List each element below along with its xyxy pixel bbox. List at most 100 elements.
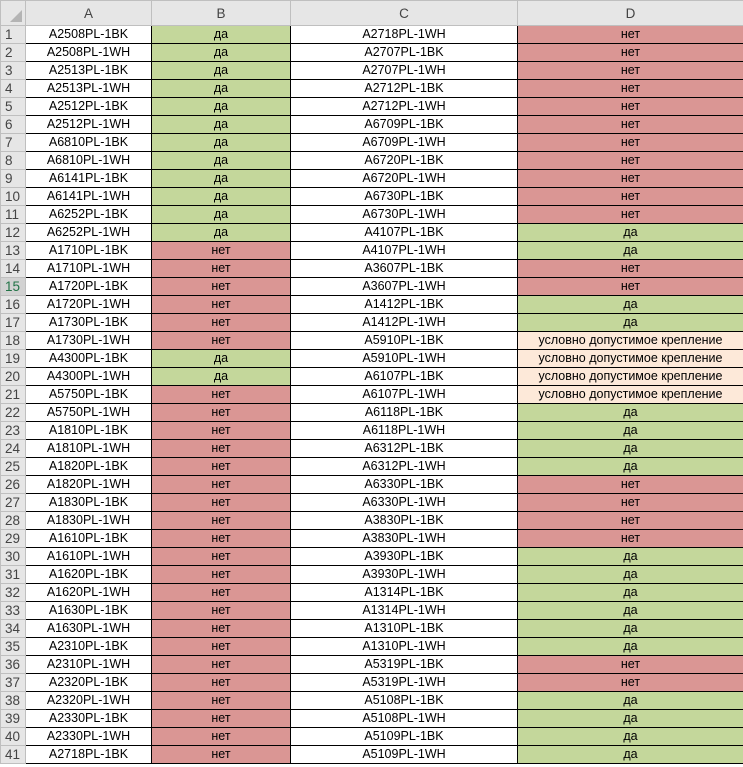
cell-c36[interactable]: A5319PL-1BK <box>290 655 518 674</box>
cell-c30[interactable]: A3930PL-1BK <box>290 547 518 566</box>
cell-a27[interactable]: A1830PL-1BK <box>25 493 152 512</box>
cell-d23[interactable]: да <box>517 421 743 440</box>
cell-a1[interactable]: A2508PL-1BK <box>25 25 152 44</box>
cell-d15[interactable]: нет <box>517 277 743 296</box>
cell-d21[interactable]: условно допустимое крепление <box>517 385 743 404</box>
row-header[interactable]: 31 <box>0 565 26 584</box>
cell-d10[interactable]: нет <box>517 187 743 206</box>
cell-b20[interactable]: да <box>151 367 291 386</box>
cell-a8[interactable]: A6810PL-1WH <box>25 151 152 170</box>
cell-a3[interactable]: A2513PL-1BK <box>25 61 152 80</box>
cell-b40[interactable]: нет <box>151 727 291 746</box>
cell-c10[interactable]: A6730PL-1BK <box>290 187 518 206</box>
cell-c32[interactable]: A1314PL-1BK <box>290 583 518 602</box>
cell-c39[interactable]: A5108PL-1WH <box>290 709 518 728</box>
cell-d36[interactable]: нет <box>517 655 743 674</box>
cell-d26[interactable]: нет <box>517 475 743 494</box>
cell-c25[interactable]: A6312PL-1WH <box>290 457 518 476</box>
row-header[interactable]: 5 <box>0 97 26 116</box>
cell-b8[interactable]: да <box>151 151 291 170</box>
cell-a39[interactable]: A2330PL-1BK <box>25 709 152 728</box>
cell-d28[interactable]: нет <box>517 511 743 530</box>
row-header[interactable]: 34 <box>0 619 26 638</box>
row-header[interactable]: 7 <box>0 133 26 152</box>
cell-a14[interactable]: A1710PL-1WH <box>25 259 152 278</box>
select-all-button[interactable] <box>0 0 26 26</box>
cell-a30[interactable]: A1610PL-1WH <box>25 547 152 566</box>
cell-b30[interactable]: нет <box>151 547 291 566</box>
cell-b23[interactable]: нет <box>151 421 291 440</box>
cell-c41[interactable]: A5109PL-1WH <box>290 745 518 764</box>
row-header[interactable]: 19 <box>0 349 26 368</box>
cell-a17[interactable]: A1730PL-1BK <box>25 313 152 332</box>
cell-b32[interactable]: нет <box>151 583 291 602</box>
cell-a28[interactable]: A1830PL-1WH <box>25 511 152 530</box>
cell-d29[interactable]: нет <box>517 529 743 548</box>
cell-c21[interactable]: A6107PL-1WH <box>290 385 518 404</box>
row-header[interactable]: 39 <box>0 709 26 728</box>
row-header[interactable]: 13 <box>0 241 26 260</box>
row-header[interactable]: 22 <box>0 403 26 422</box>
row-header[interactable]: 28 <box>0 511 26 530</box>
cell-b22[interactable]: нет <box>151 403 291 422</box>
cell-a13[interactable]: A1710PL-1BK <box>25 241 152 260</box>
row-header[interactable]: 20 <box>0 367 26 386</box>
cell-a12[interactable]: A6252PL-1WH <box>25 223 152 242</box>
cell-d33[interactable]: да <box>517 601 743 620</box>
cell-b12[interactable]: да <box>151 223 291 242</box>
cell-c31[interactable]: A3930PL-1WH <box>290 565 518 584</box>
cell-d16[interactable]: да <box>517 295 743 314</box>
cell-c9[interactable]: A6720PL-1WH <box>290 169 518 188</box>
cell-b25[interactable]: нет <box>151 457 291 476</box>
cell-d6[interactable]: нет <box>517 115 743 134</box>
cell-b2[interactable]: да <box>151 43 291 62</box>
row-header[interactable]: 9 <box>0 169 26 188</box>
row-header[interactable]: 3 <box>0 61 26 80</box>
cell-c33[interactable]: A1314PL-1WH <box>290 601 518 620</box>
cell-c11[interactable]: A6730PL-1WH <box>290 205 518 224</box>
cell-b18[interactable]: нет <box>151 331 291 350</box>
cell-c8[interactable]: A6720PL-1BK <box>290 151 518 170</box>
cell-d37[interactable]: нет <box>517 673 743 692</box>
cell-b28[interactable]: нет <box>151 511 291 530</box>
cell-a35[interactable]: A2310PL-1BK <box>25 637 152 656</box>
cell-c1[interactable]: A2718PL-1WH <box>290 25 518 44</box>
cell-a9[interactable]: A6141PL-1BK <box>25 169 152 188</box>
row-header[interactable]: 10 <box>0 187 26 206</box>
cell-c15[interactable]: A3607PL-1WH <box>290 277 518 296</box>
cell-d5[interactable]: нет <box>517 97 743 116</box>
cell-a15[interactable]: A1720PL-1BK <box>25 277 152 296</box>
cell-d22[interactable]: да <box>517 403 743 422</box>
cell-b38[interactable]: нет <box>151 691 291 710</box>
cell-a10[interactable]: A6141PL-1WH <box>25 187 152 206</box>
cell-d2[interactable]: нет <box>517 43 743 62</box>
cell-a40[interactable]: A2330PL-1WH <box>25 727 152 746</box>
cell-a34[interactable]: A1630PL-1WH <box>25 619 152 638</box>
column-header-b[interactable]: B <box>151 0 291 26</box>
cell-b35[interactable]: нет <box>151 637 291 656</box>
row-header[interactable]: 30 <box>0 547 26 566</box>
cell-a38[interactable]: A2320PL-1WH <box>25 691 152 710</box>
cell-c4[interactable]: A2712PL-1BK <box>290 79 518 98</box>
row-header[interactable]: 6 <box>0 115 26 134</box>
cell-c27[interactable]: A6330PL-1WH <box>290 493 518 512</box>
row-header[interactable]: 40 <box>0 727 26 746</box>
cell-c14[interactable]: A3607PL-1BK <box>290 259 518 278</box>
cell-c5[interactable]: A2712PL-1WH <box>290 97 518 116</box>
row-header[interactable]: 35 <box>0 637 26 656</box>
cell-d17[interactable]: да <box>517 313 743 332</box>
row-header[interactable]: 12 <box>0 223 26 242</box>
cell-b3[interactable]: да <box>151 61 291 80</box>
row-header[interactable]: 26 <box>0 475 26 494</box>
cell-c35[interactable]: A1310PL-1WH <box>290 637 518 656</box>
cell-d3[interactable]: нет <box>517 61 743 80</box>
cell-a25[interactable]: A1820PL-1BK <box>25 457 152 476</box>
cell-a20[interactable]: A4300PL-1WH <box>25 367 152 386</box>
cell-d1[interactable]: нет <box>517 25 743 44</box>
cell-d30[interactable]: да <box>517 547 743 566</box>
cell-b24[interactable]: нет <box>151 439 291 458</box>
cell-d14[interactable]: нет <box>517 259 743 278</box>
row-header[interactable]: 37 <box>0 673 26 692</box>
cell-b13[interactable]: нет <box>151 241 291 260</box>
cell-b15[interactable]: нет <box>151 277 291 296</box>
